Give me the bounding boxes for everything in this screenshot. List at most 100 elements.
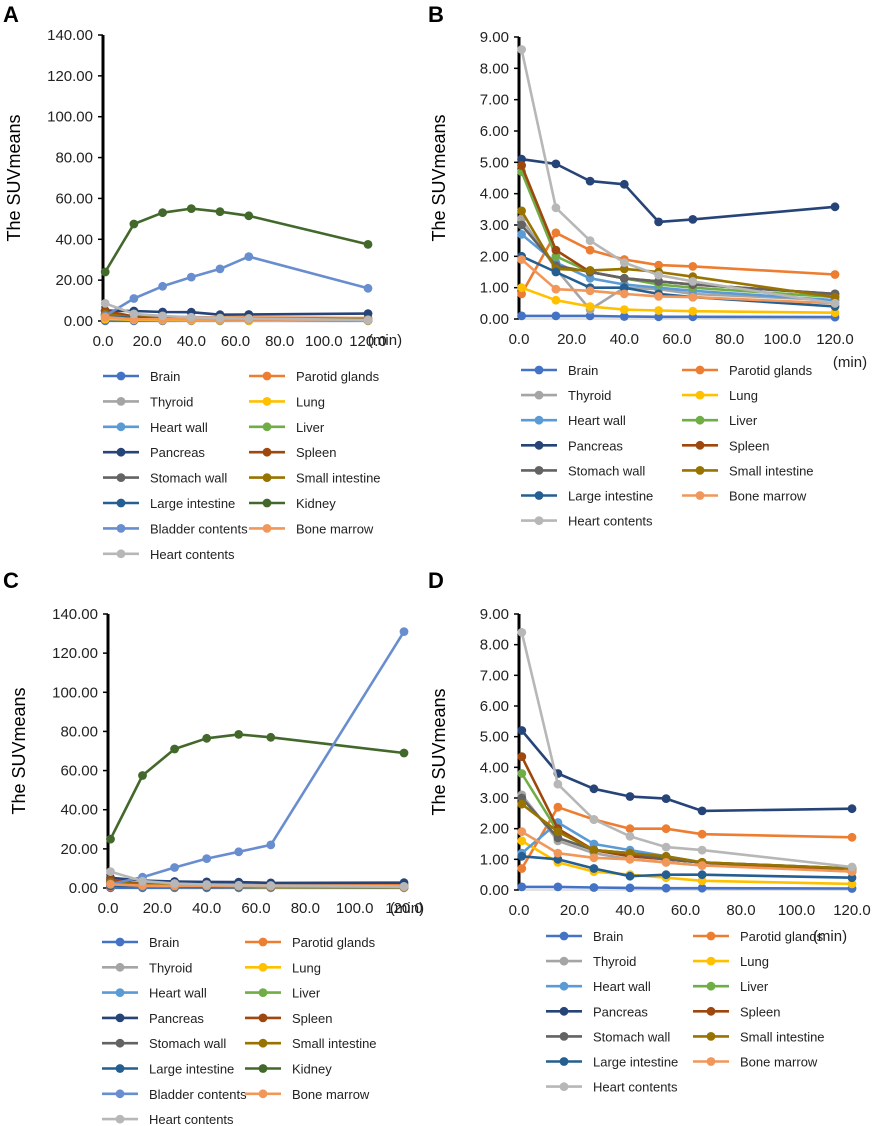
data-point [585, 273, 595, 283]
data-point [551, 245, 561, 255]
data-point [138, 771, 147, 780]
legend-label: Thyroid [150, 394, 193, 409]
x-unit-label: (min) [368, 332, 402, 349]
y-tick-label: 3.00 [480, 790, 509, 807]
legend-item: Stomach wall [102, 1036, 226, 1051]
y-tick-label: 6.00 [480, 123, 509, 140]
legend-label: Spleen [729, 438, 769, 453]
legend-item: Thyroid [521, 388, 611, 403]
y-tick-label: 20.00 [60, 841, 98, 858]
data-point [619, 258, 629, 267]
legend-item: Parotid glands [245, 935, 376, 950]
y-tick-label: 140.00 [52, 606, 98, 623]
legend-swatch-marker [262, 473, 272, 482]
panel-letter: B [428, 2, 444, 27]
y-tick-label: 7.00 [480, 92, 509, 109]
x-tick-label: 100.0 [764, 331, 802, 348]
legend-swatch-marker [258, 1064, 268, 1073]
data-point [244, 252, 254, 261]
y-tick-label: 140.00 [47, 27, 93, 44]
data-point [654, 277, 663, 286]
legend-swatch-marker [116, 498, 126, 508]
legend-item: Heart wall [102, 986, 207, 1001]
legend-label: Lung [740, 954, 769, 969]
data-point [625, 848, 635, 858]
legend-swatch-marker [116, 371, 126, 381]
legend-swatch-marker [116, 524, 126, 533]
panel-letter: D [428, 568, 444, 593]
legend-label: Small intestine [729, 463, 814, 478]
legend-label: Liver [296, 420, 325, 435]
data-point [517, 154, 526, 164]
data-point [830, 292, 840, 302]
legend-label: Heart wall [149, 986, 207, 1001]
legend-item: Pancreas [546, 1004, 648, 1019]
x-tick-label: 60.0 [662, 331, 691, 348]
legend-swatch-marker [116, 473, 126, 482]
legend-swatch-marker [559, 1006, 569, 1016]
legend-item: Bone marrow [245, 1087, 370, 1102]
x-tick-label: 60.0 [221, 333, 250, 350]
legend-item: Thyroid [546, 954, 636, 969]
data-point [215, 207, 225, 217]
data-point [553, 827, 563, 837]
data-point [654, 292, 663, 301]
data-point [100, 267, 110, 277]
data-point [625, 883, 635, 893]
data-point [363, 315, 373, 325]
legend-label: Bone marrow [729, 489, 807, 504]
legend-item: Thyroid [102, 960, 192, 975]
y-tick-label: 120.00 [47, 68, 93, 85]
panel-letter: A [3, 2, 19, 27]
data-point [215, 264, 225, 274]
legend-label: Small intestine [296, 471, 381, 486]
legend-swatch-marker [706, 956, 716, 966]
data-point [697, 883, 707, 893]
series-kidney [106, 730, 409, 844]
data-point [551, 228, 561, 238]
y-tick-label: 0.00 [69, 880, 98, 897]
legend-swatch-marker [115, 937, 125, 947]
data-point [585, 311, 595, 321]
legend-item: Pancreas [521, 438, 623, 453]
legend-label: Heart contents [593, 1080, 678, 1095]
data-point [399, 748, 409, 758]
data-point [517, 752, 527, 761]
data-point [553, 802, 563, 812]
x-unit-label: (min) [390, 900, 424, 917]
data-point [186, 204, 196, 214]
legend-item: Pancreas [102, 1011, 204, 1026]
legend-swatch-marker [258, 937, 268, 947]
y-tick-label: 80.00 [55, 150, 93, 167]
series-pancreas [517, 726, 857, 816]
data-point [619, 305, 629, 314]
legend-label: Heart wall [150, 420, 208, 435]
data-point [517, 864, 527, 873]
legend-item: Heart wall [103, 420, 208, 435]
data-point [847, 879, 857, 889]
data-point [244, 211, 254, 221]
x-tick-label: 0.0 [509, 331, 530, 348]
legend-label: Parotid glands [296, 369, 380, 384]
x-tick-label: 100.0 [336, 900, 374, 917]
y-tick-label: 5.00 [480, 154, 509, 171]
data-point [517, 311, 526, 321]
y-tick-label: 80.00 [60, 723, 98, 740]
y-tick-label: 40.00 [60, 802, 98, 819]
legend-item: Heart wall [521, 413, 626, 428]
data-point [553, 882, 563, 892]
data-point [266, 881, 276, 890]
data-point [517, 220, 526, 230]
data-point [517, 726, 527, 735]
x-tick-label: 20.0 [133, 333, 162, 350]
data-point [244, 314, 254, 323]
data-point [517, 851, 527, 861]
legend-label: Lung [292, 960, 321, 975]
y-tick-label: 0.00 [480, 882, 509, 899]
legend-swatch-marker [262, 524, 272, 533]
legend-swatch-marker [116, 549, 126, 559]
data-point [625, 824, 635, 834]
x-tick-label: 0.0 [93, 333, 114, 350]
data-point [697, 861, 707, 870]
